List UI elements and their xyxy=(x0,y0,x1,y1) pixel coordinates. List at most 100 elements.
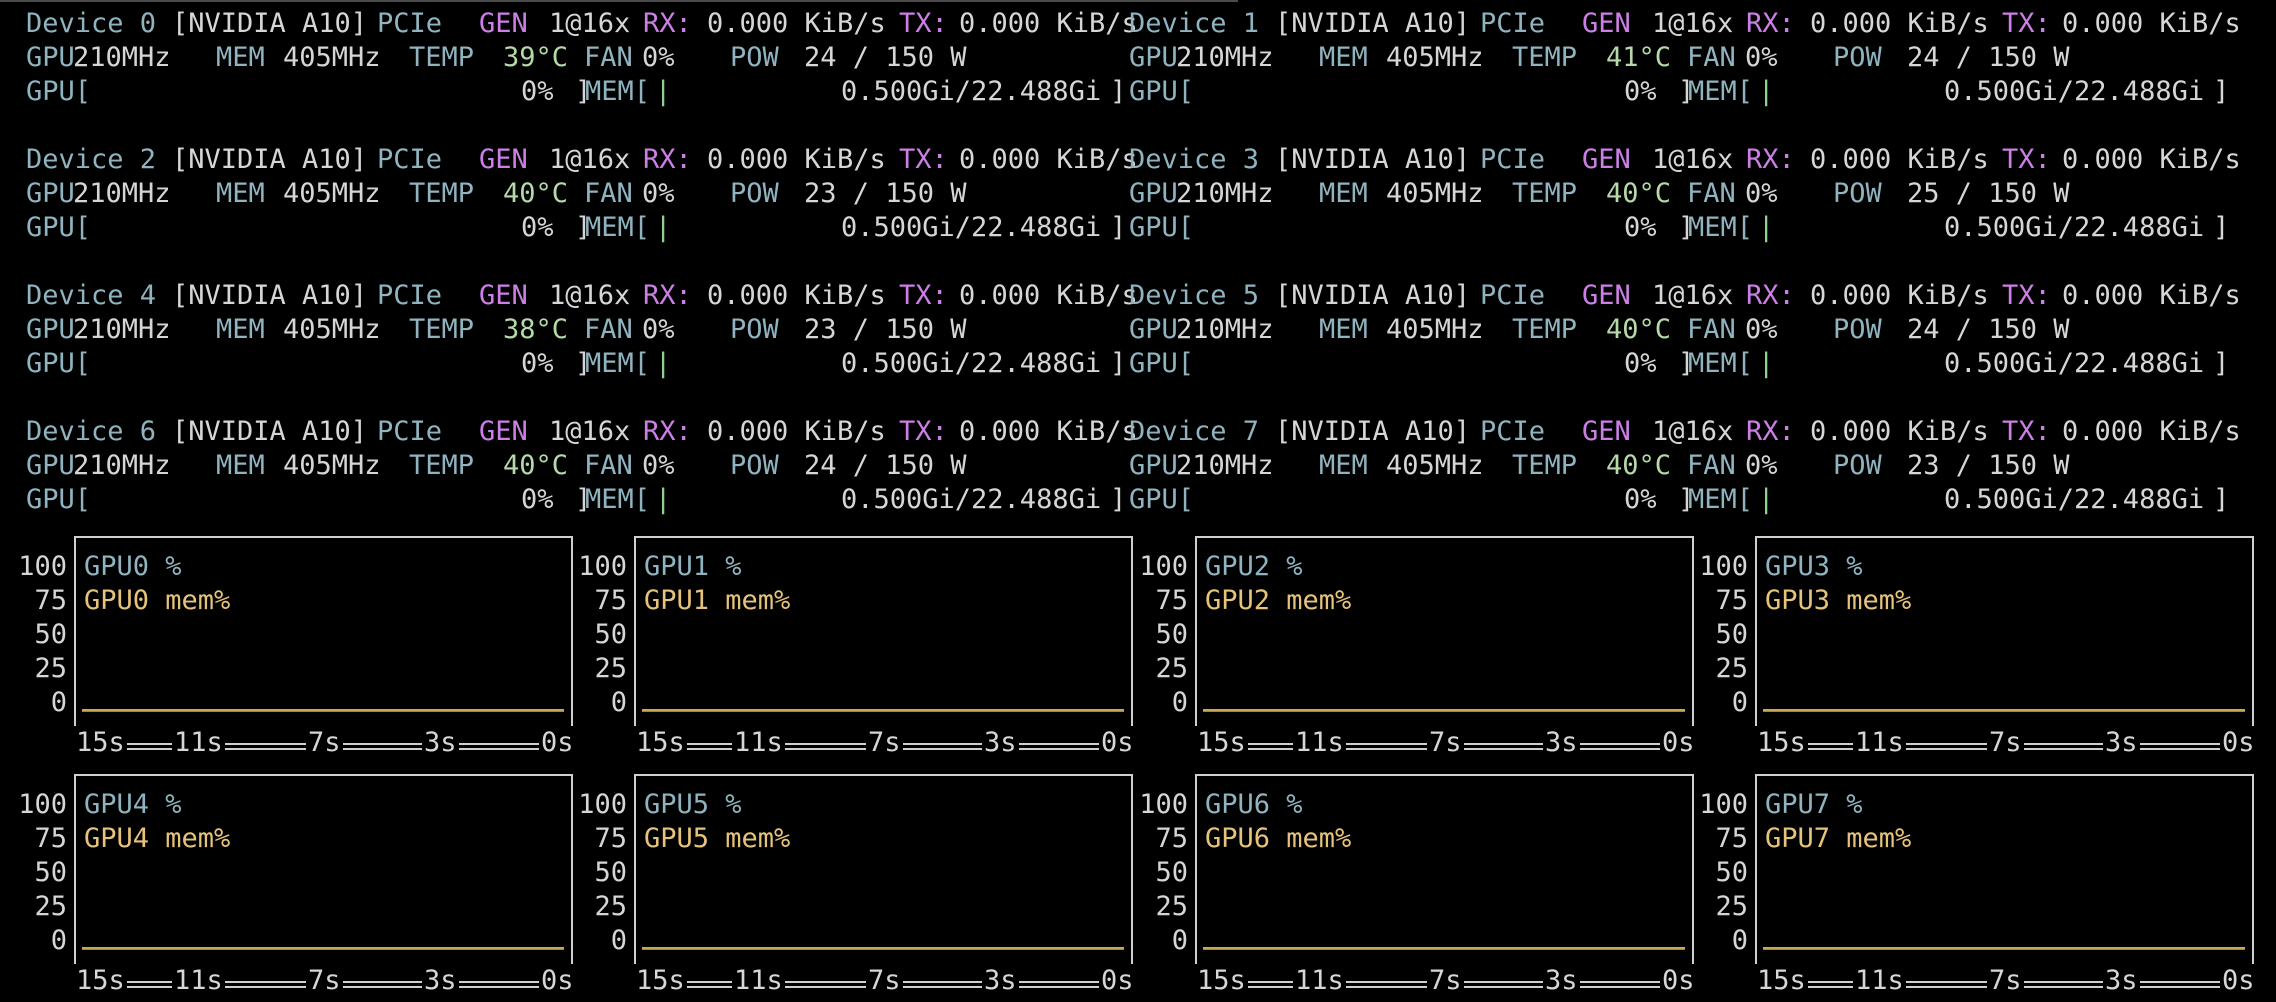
pcie-label: PCIe xyxy=(1480,416,1546,447)
mem-clock-value: 405MHz xyxy=(1386,42,1484,73)
device-block-7: Device 7 [NVIDIA A10] PCIe GEN 1@16x RX: 0.000… xyxy=(1129,415,2241,517)
y-tick-label: 25 xyxy=(1155,653,1188,684)
x-axis: 15s 11s 7s 3s 0s xyxy=(74,964,573,998)
mem-bar-fill: | xyxy=(1758,484,1775,515)
y-tick-label: 50 xyxy=(594,619,627,650)
mem-bar-end: ] xyxy=(1110,484,1127,515)
gpu-chart-7: 100 75 50 25 0 GPU7 % GPU7 mem% 15s 11s 7s 3s 0s xyxy=(1691,774,2254,1002)
y-tick-label: 75 xyxy=(1715,823,1748,854)
y-tick-label: 50 xyxy=(1715,857,1748,888)
mem-clock-label: MEM xyxy=(216,450,265,481)
legend-mem: GPU7 mem% xyxy=(1765,823,1912,854)
mem-used-value: 0.500Gi/22.488Gi xyxy=(1944,484,2205,515)
device-model: [NVIDIA A10] xyxy=(172,280,368,311)
device-block-2: Device 2 [NVIDIA A10] PCIe GEN 1@16x RX: 0.000… xyxy=(26,143,1138,245)
pcie-link: 1@16x xyxy=(1652,8,1734,39)
y-tick-label: 100 xyxy=(1699,551,1748,582)
gen-label: GEN xyxy=(479,416,528,447)
x-tick-label: 15s xyxy=(74,726,127,760)
x-tick-label: 7s xyxy=(306,964,343,998)
series-line-util xyxy=(642,711,1124,712)
y-tick-label: 75 xyxy=(1155,823,1188,854)
rx-value: 0.000 KiB/s xyxy=(707,8,886,39)
y-tick-label: 25 xyxy=(594,653,627,684)
series-line-mem xyxy=(1203,709,1685,711)
x-tick-label: 0s xyxy=(1099,964,1133,998)
power-label: POW xyxy=(730,314,779,345)
device-name: Device 5 xyxy=(1129,280,1260,311)
rx-label: RX: xyxy=(643,416,692,447)
legend-util: GPU3 % xyxy=(1765,551,1863,582)
mem-used-value: 0.500Gi/22.488Gi xyxy=(841,76,1102,107)
pcie-label: PCIe xyxy=(377,144,443,175)
power-value: 23 / 150 W xyxy=(1907,450,2070,481)
pcie-link: 1@16x xyxy=(1652,280,1734,311)
x-tick-label: 0s xyxy=(1099,726,1133,760)
mem-bar-end: ] xyxy=(1110,212,1127,243)
x-tick-label: 3s xyxy=(982,726,1019,760)
y-tick-label: 0 xyxy=(50,925,67,956)
fan-value: 0% xyxy=(642,314,675,345)
x-tick-label: 11s xyxy=(172,726,225,760)
fan-label: FAN xyxy=(584,314,633,345)
pcie-link: 1@16x xyxy=(1652,416,1734,447)
power-value: 25 / 150 W xyxy=(1907,178,2070,209)
tx-value: 0.000 KiB/s xyxy=(959,8,1138,39)
gen-label: GEN xyxy=(479,280,528,311)
pcie-label: PCIe xyxy=(377,8,443,39)
temp-value: 38°C xyxy=(503,314,569,345)
gpu-chart-6: 100 75 50 25 0 GPU6 % GPU6 mem% 15s 11s 7s 3s 0s xyxy=(1131,774,1694,1002)
gpu-chart-2: 100 75 50 25 0 GPU2 % GPU2 mem% 15s 11s 7s 3s 0s xyxy=(1131,536,1694,764)
x-tick-label: 11s xyxy=(732,726,785,760)
tx-value: 0.000 KiB/s xyxy=(959,144,1138,175)
pcie-label: PCIe xyxy=(1480,8,1546,39)
mem-bar-fill: | xyxy=(655,484,672,515)
series-line-mem xyxy=(642,709,1124,711)
y-tick-label: 50 xyxy=(1155,619,1188,650)
gpu-util-bar-end: ] xyxy=(575,484,592,515)
y-tick-label: 25 xyxy=(34,653,67,684)
gpu-clock-value: 210MHz xyxy=(73,450,171,481)
device-model: [NVIDIA A10] xyxy=(172,8,368,39)
y-tick-label: 25 xyxy=(594,891,627,922)
y-tick-label: 100 xyxy=(18,551,67,582)
y-tick-label: 50 xyxy=(594,857,627,888)
gpu-clock-label: GPU xyxy=(26,314,75,345)
power-label: POW xyxy=(1833,450,1882,481)
x-tick-label: 0s xyxy=(2220,726,2254,760)
gpu-util-bar-end: ] xyxy=(1678,348,1695,379)
legend-util: GPU6 % xyxy=(1205,789,1303,820)
rx-value: 0.000 KiB/s xyxy=(1810,280,1989,311)
mem-bar-end: ] xyxy=(2213,76,2230,107)
rx-label: RX: xyxy=(1746,8,1795,39)
x-axis: 15s 11s 7s 3s 0s xyxy=(1755,726,2254,760)
temp-value: 40°C xyxy=(1606,450,1672,481)
rx-label: RX: xyxy=(1746,280,1795,311)
x-axis: 15s 11s 7s 3s 0s xyxy=(634,964,1133,998)
y-tick-label: 25 xyxy=(34,891,67,922)
device-block-1: Device 1 [NVIDIA A10] PCIe GEN 1@16x RX: 0.000… xyxy=(1129,7,2241,109)
mem-used-value: 0.500Gi/22.488Gi xyxy=(1944,212,2205,243)
x-tick-label: 7s xyxy=(866,964,903,998)
pcie-label: PCIe xyxy=(1480,280,1546,311)
mem-bar-end: ] xyxy=(2213,484,2230,515)
power-value: 23 / 150 W xyxy=(804,178,967,209)
power-value: 24 / 150 W xyxy=(804,450,967,481)
pcie-link: 1@16x xyxy=(549,416,631,447)
tx-label: TX: xyxy=(899,416,948,447)
legend-util: GPU7 % xyxy=(1765,789,1863,820)
gpu-clock-label: GPU xyxy=(26,178,75,209)
gpu-util-value: 0% xyxy=(1624,484,1657,515)
gpu-clock-label: GPU xyxy=(1129,42,1178,73)
series-line-util xyxy=(82,949,564,950)
device-block-5: Device 5 [NVIDIA A10] PCIe GEN 1@16x RX: 0.000… xyxy=(1129,279,2241,381)
temp-label: TEMP xyxy=(409,450,475,481)
mem-bar-label: MEM[ xyxy=(585,484,651,515)
gpu-chart-1: 100 75 50 25 0 GPU1 % GPU1 mem% 15s 11s 7s 3s 0s xyxy=(570,536,1133,764)
mem-used-value: 0.500Gi/22.488Gi xyxy=(841,348,1102,379)
power-label: POW xyxy=(1833,178,1882,209)
device-model: [NVIDIA A10] xyxy=(172,144,368,175)
series-line-mem xyxy=(1763,709,2245,711)
device-block-3: Device 3 [NVIDIA A10] PCIe GEN 1@16x RX: 0.000… xyxy=(1129,143,2241,245)
x-tick-label: 15s xyxy=(74,964,127,998)
